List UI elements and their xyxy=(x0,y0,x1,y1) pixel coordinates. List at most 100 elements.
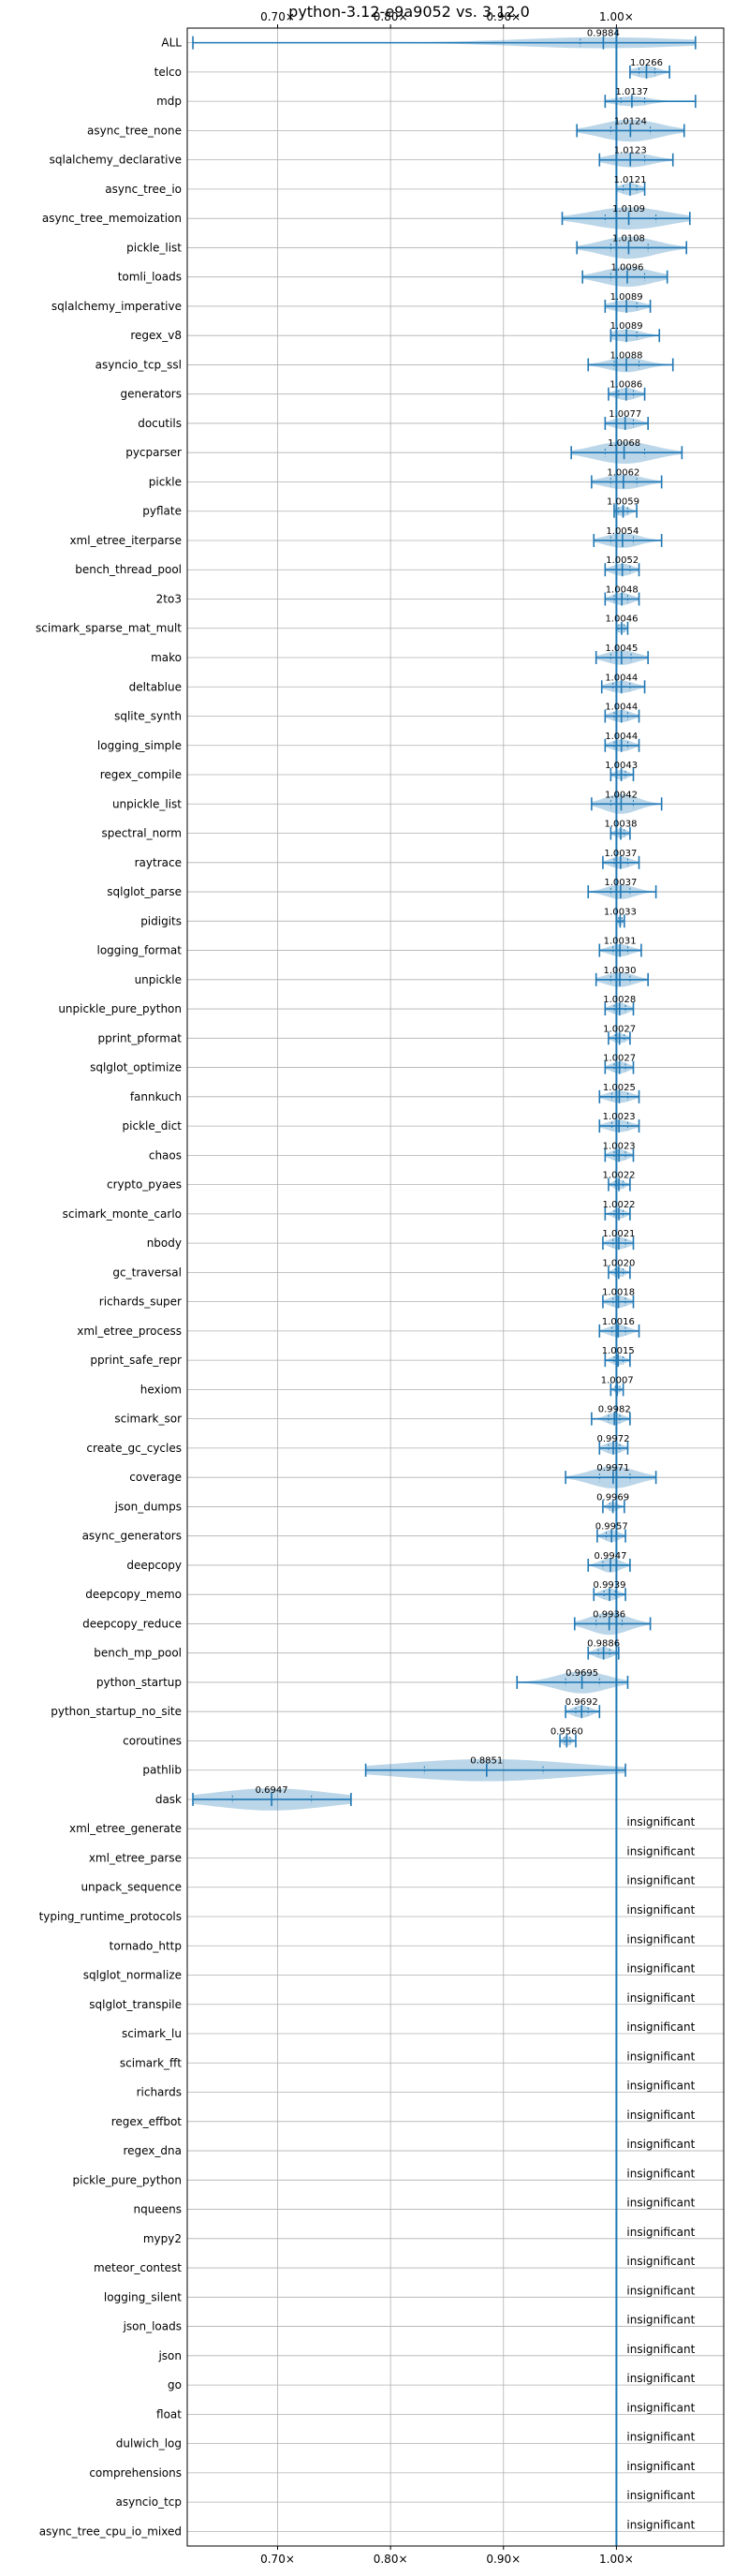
benchmark-row-mypy2: mypy2 insignificant xyxy=(143,2226,696,2245)
row-label: regex_effbot xyxy=(111,2115,183,2128)
mean-value-label: 0.9969 xyxy=(596,1492,629,1503)
mean-value-label: 0.9695 xyxy=(565,1668,598,1679)
benchmark-row-fannkuch: fannkuch 1.0025 xyxy=(130,1083,640,1103)
benchmark-row-regex_dna: regex_dna insignificant xyxy=(123,2138,695,2157)
insignificant-label: insignificant xyxy=(626,2372,695,2385)
row-label: nqueens xyxy=(134,2203,182,2216)
row-label: asyncio_tcp_ssl xyxy=(95,358,182,371)
row-label: async_tree_memoization xyxy=(42,212,182,225)
mean-value-label: 1.0089 xyxy=(610,321,643,332)
row-label: ALL xyxy=(161,37,182,50)
benchmark-row-pickle_list: pickle_list 1.0108 xyxy=(126,233,687,259)
mean-value-label: 1.0037 xyxy=(604,849,637,859)
benchmark-row-regex_effbot: regex_effbot insignificant xyxy=(111,2109,696,2128)
row-label: sqlglot_parse xyxy=(107,885,182,898)
x-tick-label-top: 0.80× xyxy=(374,10,408,23)
mean-value-label: 1.0048 xyxy=(606,585,639,595)
mean-value-label: 1.0023 xyxy=(603,1112,636,1122)
row-label: crypto_pyaes xyxy=(107,1178,182,1192)
row-label: scimark_sor xyxy=(114,1413,182,1426)
benchmark-row-scimark_lu: scimark_lu insignificant xyxy=(122,2021,696,2040)
benchmark-row-async_tree_memoization: async_tree_memoization 1.0109 xyxy=(42,204,691,229)
benchmark-row-go: go insignificant xyxy=(168,2372,696,2391)
mean-value-label: 0.9884 xyxy=(587,29,620,39)
insignificant-label: insignificant xyxy=(626,1874,695,1888)
benchmark-row-logging_silent: logging_silent insignificant xyxy=(104,2284,696,2303)
benchmark-row-python_startup: python_startup 0.9695 xyxy=(96,1668,629,1694)
row-label: scimark_monte_carlo xyxy=(63,1207,182,1221)
benchmark-rows: ALL 0.9884 telco 1.0266 mdp 1.0137 async_tree_… xyxy=(36,28,697,2546)
row-label: pickle_list xyxy=(126,241,182,254)
row-label: regex_v8 xyxy=(130,329,182,342)
insignificant-label: insignificant xyxy=(626,1815,695,1828)
row-label: generators xyxy=(120,388,182,401)
x-tick-label-bottom: 0.90× xyxy=(486,2553,521,2566)
benchmark-row-coroutines: coroutines 0.9560 xyxy=(123,1726,583,1748)
row-label: richards_super xyxy=(99,1295,182,1309)
row-label: 2to3 xyxy=(156,592,182,605)
row-label: nbody xyxy=(147,1236,182,1250)
row-label: raytrace xyxy=(135,856,182,869)
row-label: scimark_sparse_mat_mult xyxy=(36,622,182,635)
benchmark-row-json: json insignificant xyxy=(157,2343,695,2362)
x-tick-label-bottom: 0.70× xyxy=(260,2553,295,2566)
insignificant-label: insignificant xyxy=(626,2197,695,2210)
x-axis-ticks: 0.70× 0.70× 0.80× 0.80× 0.90× 0.90× 1.00× 1.00× xyxy=(260,10,634,2566)
row-label: deepcopy_memo xyxy=(85,1588,182,1601)
mean-value-label: 1.0025 xyxy=(603,1083,636,1093)
benchmark-row-asyncio_tcp_ssl: asyncio_tcp_ssl 1.0088 xyxy=(95,350,674,373)
benchmark-row-json_loads: json_loads insignificant xyxy=(123,2314,696,2333)
mean-value-label: 1.0044 xyxy=(605,732,638,742)
row-label: pprint_pformat xyxy=(98,1031,183,1044)
row-label: hexiom xyxy=(140,1383,182,1396)
row-label: unpickle_list xyxy=(112,797,182,810)
row-label: sqlglot_transpile xyxy=(89,1998,182,2011)
benchmark-row-tomli_loads: tomli_loads 1.0096 xyxy=(118,263,668,288)
insignificant-label: insignificant xyxy=(626,2460,695,2473)
row-label: create_gc_cycles xyxy=(86,1442,182,1455)
benchmark-row-regex_v8: regex_v8 1.0089 xyxy=(130,321,661,343)
benchmark-row-regex_compile: regex_compile 1.0043 xyxy=(100,761,638,782)
benchmark-row-json_dumps: json_dumps 0.9969 xyxy=(114,1492,629,1514)
mean-value-label: 0.9886 xyxy=(587,1639,620,1650)
benchmark-row-crypto_pyaes: crypto_pyaes 1.0022 xyxy=(107,1171,636,1192)
benchmark-row-deepcopy: deepcopy 0.9947 xyxy=(126,1551,631,1573)
mean-value-label: 0.9936 xyxy=(593,1609,625,1620)
benchmark-row-scimark_sor: scimark_sor 0.9982 xyxy=(114,1405,631,1426)
x-tick-label-top: 1.00× xyxy=(599,10,634,23)
mean-value-label: 0.9947 xyxy=(595,1551,627,1562)
benchmark-row-pickle: pickle 1.0062 xyxy=(149,467,663,490)
row-label: pidigits xyxy=(140,914,182,927)
mean-value-label: 1.0266 xyxy=(630,58,663,68)
insignificant-label: insignificant xyxy=(626,2489,695,2502)
row-label: typing_runtime_protocols xyxy=(39,1910,182,1923)
mean-value-label: 1.0086 xyxy=(609,380,642,391)
benchmark-row-sqlite_synth: sqlite_synth 1.0044 xyxy=(114,703,640,723)
mean-value-label: 1.0062 xyxy=(607,467,639,478)
benchmark-row-pycparser: pycparser 1.0068 xyxy=(125,438,683,465)
row-label: pickle_dict xyxy=(123,1119,183,1133)
row-label: pycparser xyxy=(125,446,182,459)
row-label: unpickle_pure_python xyxy=(58,1002,182,1015)
benchmark-row-async_generators: async_generators 0.9957 xyxy=(82,1522,628,1543)
row-label: meteor_contest xyxy=(94,2261,182,2274)
mean-value-label: 1.0007 xyxy=(601,1375,634,1385)
mean-value-label: 0.6947 xyxy=(256,1785,288,1796)
row-label: bench_mp_pool xyxy=(94,1647,182,1660)
insignificant-label: insignificant xyxy=(626,2314,695,2327)
x-tick-label-bottom: 1.00× xyxy=(599,2553,634,2566)
benchmark-row-sqlglot_transpile: sqlglot_transpile insignificant xyxy=(89,1991,695,2011)
mean-value-label: 1.0043 xyxy=(605,761,638,771)
row-label: deepcopy xyxy=(126,1559,182,1572)
benchmark-row-pyflate: pyflate 1.0059 xyxy=(142,497,639,518)
insignificant-label: insignificant xyxy=(626,1844,695,1858)
mean-value-label: 0.9972 xyxy=(597,1434,630,1444)
mean-value-label: 1.0021 xyxy=(602,1229,635,1239)
mean-value-label: 1.0042 xyxy=(605,790,638,800)
benchmark-row-bench_thread_pool: bench_thread_pool 1.0052 xyxy=(75,555,640,577)
mean-value-label: 1.0096 xyxy=(610,263,643,274)
row-label: asyncio_tcp xyxy=(115,2495,182,2509)
benchmark-row-gc_traversal: gc_traversal 1.0020 xyxy=(112,1258,635,1280)
benchmark-row-generators: generators 1.0086 xyxy=(120,380,646,401)
benchmark-row-xml_etree_process: xml_etree_process 1.0016 xyxy=(77,1317,640,1338)
